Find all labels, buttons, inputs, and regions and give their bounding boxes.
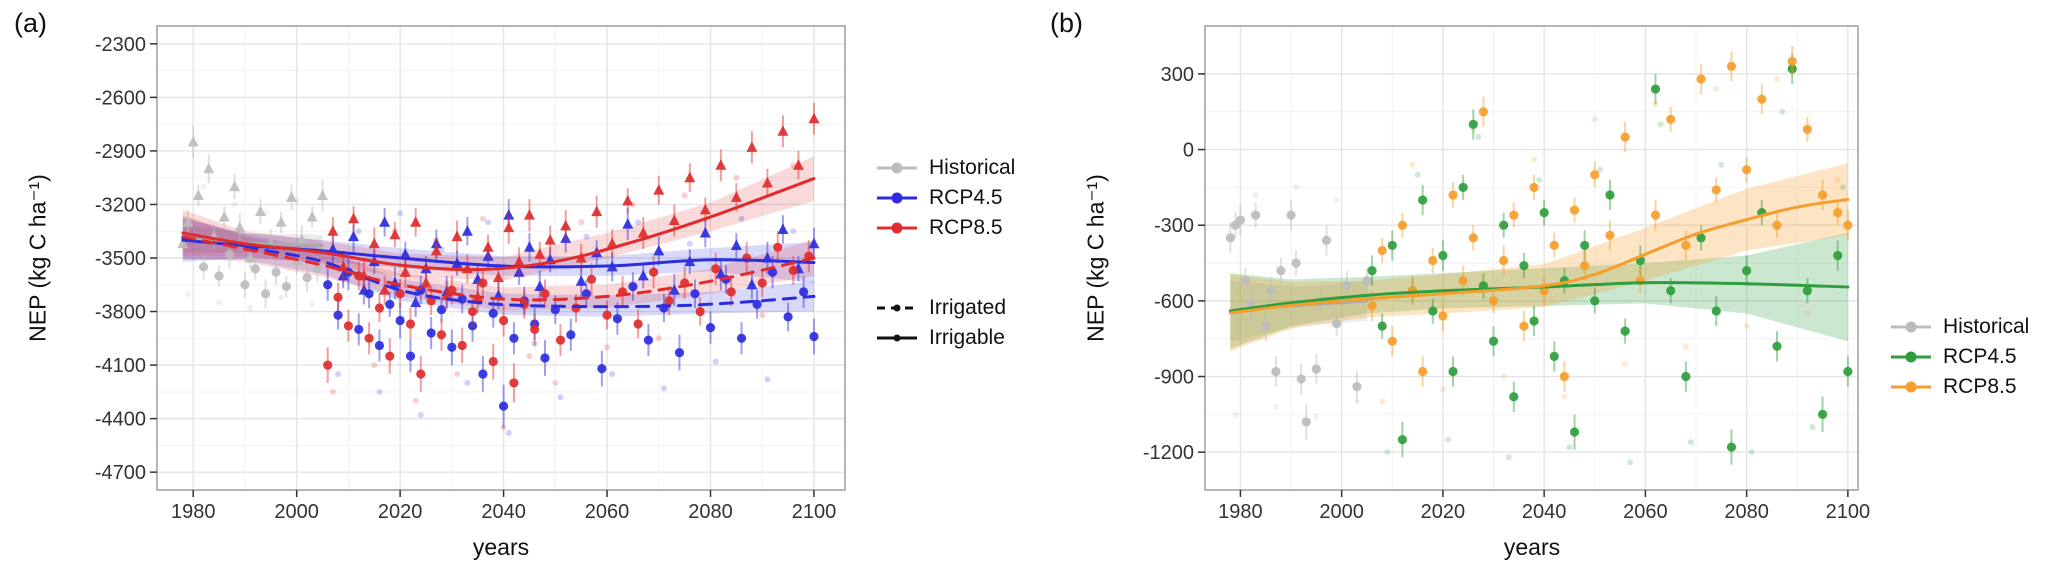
- scatter-series: [323, 254, 819, 428]
- legend-item: Irrigable: [874, 323, 1015, 353]
- svg-text:1980: 1980: [171, 501, 216, 523]
- legend-key-icon: [1891, 381, 1931, 393]
- legend-label: Irrigated: [929, 296, 1007, 319]
- svg-text:2000: 2000: [274, 501, 319, 523]
- legend-item: RCP4.5: [874, 183, 1015, 213]
- legend-item: RCP8.5: [1888, 372, 2029, 402]
- panel-a: 1980 2000 2020 2040 2060 2080 2100 -2300 -2600 -2…: [95, 25, 846, 523]
- trend-line: [181, 177, 816, 272]
- x-axis-label-a: years: [472, 534, 530, 560]
- trend-line: [181, 235, 816, 302]
- svg-text:300: 300: [1161, 64, 1194, 86]
- legend-item: RCP8.5: [874, 213, 1015, 243]
- legend-item: Historical: [874, 153, 1015, 183]
- legend-label: RCP4.5: [929, 186, 1003, 209]
- legend-key-icon: [877, 304, 917, 312]
- legend-b: Historical RCP4.5 RCP8.5: [1888, 312, 2029, 402]
- svg-text:-300: -300: [1154, 215, 1194, 237]
- confidence-band: [1230, 232, 1848, 349]
- trend-line: [181, 236, 816, 309]
- svg-text:2080: 2080: [688, 501, 733, 523]
- legend-group: Historical RCP4.5 RCP8.5: [1888, 312, 2029, 402]
- svg-text:-4100: -4100: [95, 355, 146, 377]
- confidence-band: [182, 215, 814, 311]
- confidence-band: [182, 218, 814, 283]
- legend-group: Historical RCP4.5 RCP8.5: [874, 153, 1015, 243]
- svg-text:-4400: -4400: [95, 409, 146, 431]
- trend-line: [1228, 197, 1850, 315]
- haze-points: [1379, 75, 1841, 405]
- legend-label: Irrigable: [929, 326, 1005, 349]
- svg-text:2080: 2080: [1724, 501, 1769, 523]
- svg-text:1980: 1980: [1218, 501, 1263, 523]
- svg-text:2020: 2020: [1421, 501, 1466, 523]
- svg-text:-3500: -3500: [95, 248, 146, 270]
- panel-b-tag: (b): [1050, 8, 1083, 38]
- x-axis-label-b: years: [1503, 534, 1561, 560]
- svg-text:-900: -900: [1154, 367, 1194, 389]
- axis-ticks-a: 1980 2000 2020 2040 2060 2080 2100 -2300 -2600 -2…: [95, 34, 836, 523]
- legend-label: Historical: [1943, 315, 2030, 338]
- legend-label: RCP4.5: [1943, 345, 2017, 368]
- haze-points: [1384, 108, 1846, 466]
- gridlines-a: [157, 26, 845, 490]
- legend-a: Historical RCP4.5 RCP8.5 Irrigated Irrigable: [874, 153, 1015, 353]
- legend-item: RCP4.5: [1888, 342, 2029, 372]
- legend-group: Irrigated Irrigable: [874, 293, 1015, 353]
- scatter-series: [323, 231, 814, 403]
- scatter-series: [1225, 200, 1372, 440]
- panel-a-tag: (a): [14, 8, 47, 38]
- svg-text:0: 0: [1183, 140, 1194, 162]
- legend-item: Historical: [1888, 312, 2029, 342]
- legend-key-icon: [1891, 321, 1931, 333]
- scatter-series: [177, 125, 329, 269]
- y-axis-label-a: NEP (kg C ha⁻¹): [24, 174, 51, 342]
- svg-text:-2300: -2300: [95, 34, 146, 56]
- confidence-band: [1230, 163, 1848, 352]
- svg-text:-2600: -2600: [95, 87, 146, 109]
- svg-text:2060: 2060: [1623, 501, 1668, 523]
- legend-key-icon: [877, 222, 917, 234]
- svg-text:2100: 2100: [1826, 501, 1871, 523]
- legend-key-icon: [1891, 351, 1931, 363]
- axis-ticks-b: 1980 2000 2020 2040 2060 2080 2100 300 0 -300 -600…: [1143, 64, 1870, 523]
- svg-text:2100: 2100: [792, 501, 837, 523]
- svg-text:-3200: -3200: [95, 194, 146, 216]
- legend-key-icon: [877, 334, 917, 342]
- scatter-series: [198, 240, 322, 308]
- scatter-series: [1367, 46, 1853, 392]
- svg-text:2040: 2040: [481, 501, 526, 523]
- svg-text:-4700: -4700: [95, 462, 146, 484]
- svg-text:-1200: -1200: [1143, 442, 1194, 464]
- legend-item: Irrigated: [874, 293, 1015, 323]
- gridlines-b: [1205, 26, 1858, 490]
- legend-key-icon: [877, 192, 917, 204]
- svg-text:2060: 2060: [585, 501, 630, 523]
- svg-text:-3800: -3800: [95, 302, 146, 324]
- svg-text:-2900: -2900: [95, 141, 146, 163]
- svg-text:2040: 2040: [1522, 501, 1567, 523]
- y-axis-label-b: NEP (kg C ha⁻¹): [1082, 174, 1109, 342]
- legend-key-icon: [877, 162, 917, 174]
- svg-text:2000: 2000: [1319, 501, 1364, 523]
- confidence-band: [182, 156, 814, 281]
- legend-label: Historical: [929, 156, 1016, 179]
- svg-text:2020: 2020: [378, 501, 423, 523]
- legend-label: RCP8.5: [1943, 375, 2017, 398]
- haze-points: [1232, 184, 1360, 420]
- svg-text:-600: -600: [1154, 291, 1194, 313]
- panel-b: 1980 2000 2020 2040 2060 2080 2100 300 0 -300 -600…: [1143, 25, 1870, 523]
- legend-label: RCP8.5: [929, 216, 1003, 239]
